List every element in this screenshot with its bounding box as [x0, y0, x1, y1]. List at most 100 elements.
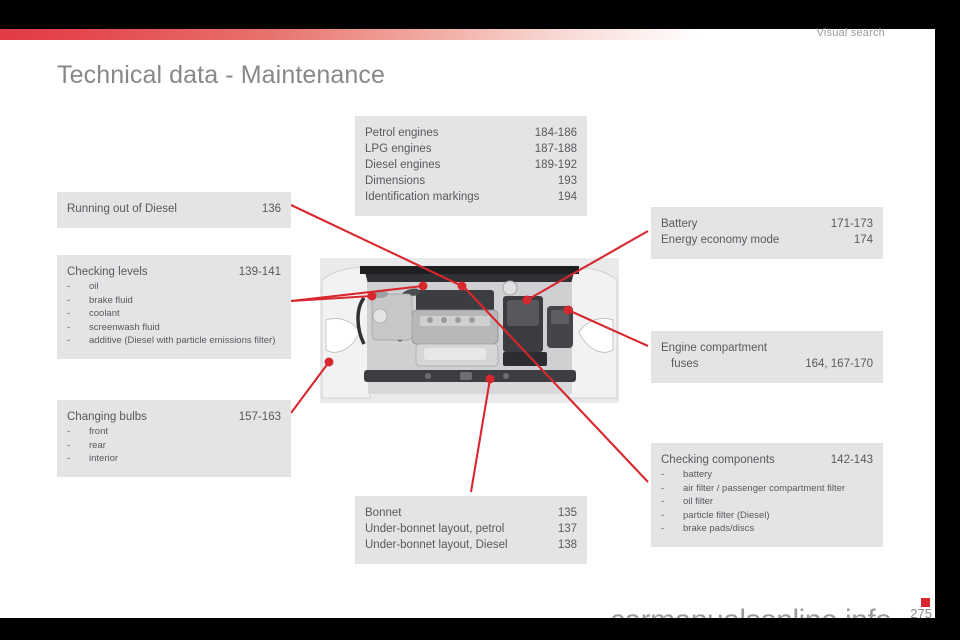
list-bullet: -: [661, 523, 665, 534]
list-bullet: -: [67, 294, 71, 306]
list-item: - rear: [67, 439, 281, 453]
row-pages: 174: [853, 234, 873, 246]
row-pages: 171-173: [830, 218, 873, 230]
table-row: Petrol engines 184-186: [365, 125, 577, 141]
accent-gradient-bar: [0, 29, 700, 40]
row-label: Under-bonnet layout, petrol: [365, 523, 505, 535]
table-row: Dimensions 193: [365, 173, 577, 189]
row-pages: 194: [557, 191, 577, 203]
callout-box-engines[interactable]: Petrol engines 184-186 LPG engines 187-1…: [355, 116, 587, 216]
row-pages: 138: [557, 539, 577, 551]
callout-box-changing-bulbs[interactable]: Changing bulbs 157-163 - front - rear - …: [57, 400, 291, 477]
list-item-label: front: [89, 426, 109, 437]
list-item-label: particle filter (Diesel): [683, 509, 770, 521]
list-item-label: oil: [89, 281, 99, 292]
table-row: Battery 171-173: [661, 216, 873, 232]
list-bullet: -: [67, 453, 71, 464]
list-item-label: brake fluid: [89, 294, 133, 306]
row-pages: 189-192: [534, 159, 577, 171]
list-item: - particle filter (Diesel): [661, 509, 873, 523]
list-item: - screenwash fluid: [67, 321, 281, 335]
list-item: - brake pads/discs: [661, 522, 873, 536]
box-title: Engine compartment: [661, 342, 768, 354]
list-bullet: -: [67, 308, 71, 319]
list-item: - front: [67, 425, 281, 439]
callout-box-checking-components[interactable]: Checking components 142-143 - battery - …: [651, 443, 883, 547]
list-item: - oil filter: [661, 495, 873, 509]
row-label: Checking levels: [67, 266, 148, 278]
row-pages: 135: [557, 507, 577, 519]
list-item-label: brake pads/discs: [683, 523, 755, 534]
list-item: - oil: [67, 280, 281, 294]
list-bullet: -: [67, 439, 71, 451]
callout-box-running-out-of-diesel[interactable]: Running out of Diesel 136: [57, 192, 291, 228]
row-pages: 187-188: [534, 143, 577, 155]
row-label: Identification markings: [365, 191, 480, 203]
row-pages: 136: [261, 203, 281, 215]
row-label: Under-bonnet layout, Diesel: [365, 539, 508, 551]
top-black-band: [0, 0, 960, 29]
row-label: Bonnet: [365, 507, 402, 519]
list-bullet: -: [67, 335, 71, 346]
list-bullet: -: [67, 281, 71, 292]
callout-box-checking-levels[interactable]: Checking levels 139-141 - oil - brake fl…: [57, 255, 291, 359]
row-label: Running out of Diesel: [67, 203, 177, 215]
table-row: fuses 164, 167-170: [661, 356, 873, 372]
table-row: Checking levels 139-141: [67, 264, 281, 280]
list-item-label: oil filter: [683, 496, 714, 507]
table-row: Changing bulbs 157-163: [67, 409, 281, 425]
list-item-label: air filter / passenger compartment filte…: [683, 482, 846, 494]
row-label: Checking components: [661, 454, 775, 466]
row-label: LPG engines: [365, 143, 432, 155]
engine-compartment-photo: [320, 258, 619, 403]
list-item-label: coolant: [89, 308, 120, 319]
row-pages: 193: [557, 175, 577, 187]
row-label: Energy economy mode: [661, 234, 780, 246]
list-item-label: interior: [89, 453, 119, 464]
list-bullet: -: [661, 482, 665, 494]
table-row: Identification markings 194: [365, 189, 577, 205]
engine-photo-graphic: [320, 258, 619, 403]
list-item: - brake fluid: [67, 294, 281, 308]
list-item: - air filter / passenger compartment fil…: [661, 482, 873, 496]
row-pages: 139-141: [238, 266, 281, 278]
row-pages: 142-143: [830, 454, 873, 466]
row-label: Diesel engines: [365, 159, 441, 171]
row-label: Changing bulbs: [67, 411, 147, 423]
table-row: Bonnet 135: [365, 505, 577, 521]
row-pages: 137: [557, 523, 577, 535]
page-title: Technical data - Maintenance: [57, 61, 385, 89]
table-row: Energy economy mode 174: [661, 232, 873, 248]
list-item-label: screenwash fluid: [89, 321, 160, 333]
table-row: Checking components 142-143: [661, 452, 873, 468]
list-item-label: additive (Diesel with particle emissions…: [89, 335, 276, 346]
list-bullet: -: [661, 509, 665, 521]
list-item-label: battery: [683, 469, 713, 480]
list-bullet: -: [661, 469, 665, 480]
callout-box-battery[interactable]: Battery 171-173 Energy economy mode 174: [651, 207, 883, 259]
bottom-black-band: [0, 618, 960, 640]
list-item-label: rear: [89, 439, 106, 451]
table-row: Under-bonnet layout, petrol 137: [365, 521, 577, 537]
list-bullet: -: [67, 321, 71, 333]
callout-box-bonnet[interactable]: Bonnet 135 Under-bonnet layout, petrol 1…: [355, 496, 587, 564]
row-label: Battery: [661, 218, 698, 230]
page-number: 275: [910, 606, 932, 621]
callout-box-engine-compartment-fuses[interactable]: Engine compartment fuses 164, 167-170: [651, 331, 883, 383]
list-item: - additive (Diesel with particle emissio…: [67, 334, 281, 348]
list-bullet: -: [661, 496, 665, 507]
row-label: Petrol engines: [365, 127, 439, 139]
section-tag: Visual search: [816, 27, 885, 39]
row-pages: 157-163: [238, 411, 281, 423]
table-row: Under-bonnet layout, Diesel 138: [365, 537, 577, 553]
page-marker-icon: [921, 598, 930, 607]
list-item: - interior: [67, 452, 281, 466]
table-row: Running out of Diesel 136: [67, 201, 281, 217]
right-black-band: [935, 0, 960, 640]
row-pages: 164, 167-170: [805, 358, 873, 370]
row-label: Dimensions: [365, 175, 426, 187]
row-pages: 184-186: [534, 127, 577, 139]
table-row: Diesel engines 189-192: [365, 157, 577, 173]
list-bullet: -: [67, 426, 71, 437]
